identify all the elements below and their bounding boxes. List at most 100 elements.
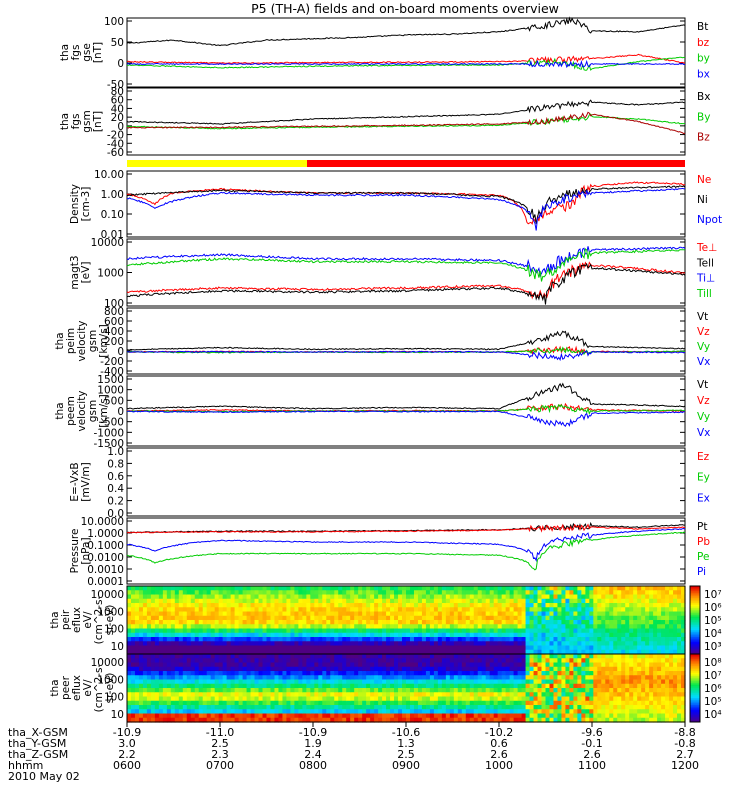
heat-cell [469,705,475,710]
heat-cell [234,620,240,625]
heat-cell [525,641,531,647]
heat-cell [234,632,240,638]
heat-cell [649,658,654,664]
heat-cell [318,662,323,668]
heat-cell [326,632,331,638]
heat-cell [178,662,184,668]
heat-cell [601,696,606,702]
heat-cell [206,649,212,655]
heat-cell [310,662,315,668]
heat-cell [481,717,487,723]
heat-cell [581,611,586,617]
heat-cell [569,590,574,596]
heat-cell [645,607,650,613]
heat-cell [581,628,586,634]
heat-cell [354,654,359,659]
heat-cell [242,658,248,664]
heat-cell [505,696,511,702]
heat-cell [338,675,343,681]
heat-cell [302,594,307,600]
heat-cell [533,594,539,600]
heat-cell [318,594,323,600]
heat-cell [673,594,678,600]
heat-cell [218,700,224,706]
heat-cell [222,679,228,685]
heat-cell [637,586,642,591]
heat-cell [445,590,451,596]
y-tick-label: 10000 [91,237,124,249]
heat-cell [641,624,646,630]
heat-cell [210,666,216,672]
heat-cell [461,705,467,710]
heat-cell [127,615,132,621]
heat-cell [274,598,280,604]
heat-cell [581,671,586,676]
heat-cell [493,632,499,638]
heat-cell [497,624,503,630]
heat-cell [661,713,666,719]
heat-cell [577,654,582,659]
heat-cell [127,594,132,600]
heat-cell [210,645,216,651]
heat-cell [577,624,582,630]
heat-cell [609,603,614,608]
heat-cell [577,603,582,608]
heat-cell [294,654,299,659]
heat-cell [274,620,280,625]
heat-cell [278,696,284,702]
axis-value: 2.6 [490,748,508,761]
heat-cell [533,688,539,693]
heat-cell [234,717,240,723]
heat-cell [262,632,268,638]
heat-cell [394,615,399,621]
heat-cell [358,586,363,591]
heat-cell [649,675,654,681]
heat-cell [298,586,303,591]
heat-cell [346,641,351,647]
heat-cell [398,628,403,634]
colorbar-segment [690,601,700,604]
heat-cell [406,683,411,689]
heat-cell [417,632,423,638]
heat-cell [641,590,646,596]
heat-cell [246,705,252,710]
heat-cell [402,675,407,681]
heat-cell [278,645,284,651]
heat-cell [174,620,180,625]
y-tick-label: -500 [100,417,124,429]
heat-cell [138,607,144,613]
heat-cell [649,598,654,604]
heat-cell [545,696,551,702]
heat-cell [178,692,184,698]
heat-cell [533,675,539,681]
heat-cell [525,717,531,723]
heat-cell [270,688,276,693]
heat-cell [593,658,598,664]
heat-cell [330,683,335,689]
heat-cell [513,628,519,634]
heat-cell [326,709,331,715]
y-tick-label: 500 [104,395,124,407]
heat-cell [529,675,535,681]
heat-cell [222,637,228,642]
heat-cell [473,692,479,698]
heat-cell [406,705,411,710]
heat-cell [441,717,447,723]
heat-cell [174,709,180,715]
heat-cell [437,620,443,625]
heat-cell [553,649,559,655]
heat-cell [477,679,483,685]
heat-cell [270,637,276,642]
heat-cell [621,666,626,672]
heat-cell [537,692,543,698]
heat-cell [449,637,455,642]
y-tick-label: 0 [117,58,124,70]
heat-cell [457,615,463,621]
heat-cell [653,705,658,710]
heat-cell [226,637,232,642]
heat-cell [406,594,411,600]
heat-cell [162,620,168,625]
y-tick-label: 0 [117,406,124,418]
heat-cell [465,594,471,600]
heat-cell [146,700,152,706]
